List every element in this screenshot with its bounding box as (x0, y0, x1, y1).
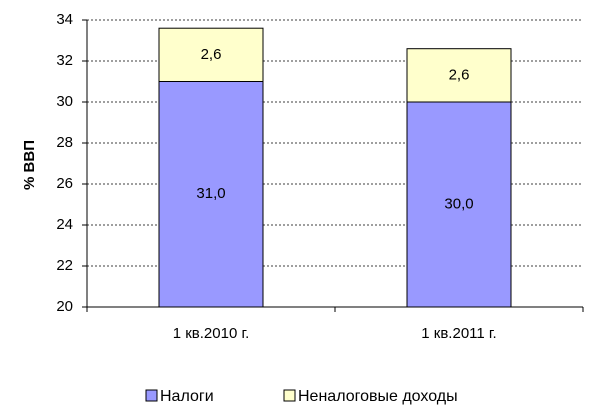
data-label: 2,6 (449, 66, 470, 83)
y-tick-label: 26 (56, 175, 73, 192)
data-label: 30,0 (444, 195, 473, 212)
bar-segment (158, 27, 264, 82)
legend-label: Налоги (160, 388, 214, 405)
legend-label: Неналоговые доходы (298, 388, 458, 405)
bar-segment (406, 101, 512, 308)
bar-segment (406, 48, 512, 103)
x-tick-label: 1 кв.2010 г. (173, 325, 250, 342)
y-tick-label: 28 (56, 134, 73, 151)
y-tick-label: 32 (56, 52, 73, 69)
y-tick-label: 30 (56, 93, 73, 110)
y-tick-label: 24 (56, 216, 73, 233)
data-label: 31,0 (196, 185, 225, 202)
legend-swatch (145, 389, 158, 402)
x-tick-label: 1 кв.2011 г. (421, 325, 496, 342)
legend-swatch (283, 389, 296, 402)
y-tick-label: 20 (56, 298, 73, 315)
y-axis-label: % ВВП (21, 140, 38, 190)
y-tick-label: 34 (56, 11, 73, 28)
y-tick-label: 22 (56, 257, 73, 274)
data-label: 2,6 (201, 46, 222, 63)
